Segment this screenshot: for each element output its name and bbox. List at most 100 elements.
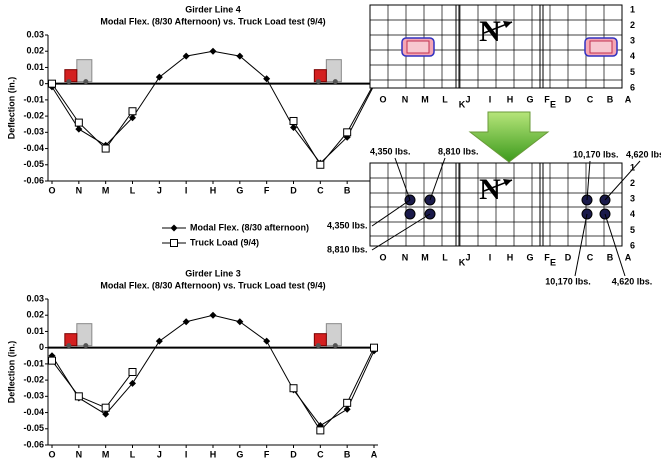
- x-tick-label: L: [130, 185, 136, 195]
- column-label: H: [507, 94, 514, 104]
- point: [317, 427, 324, 434]
- column-label: M: [421, 252, 429, 262]
- row-label: 3: [630, 194, 635, 204]
- load-point: [405, 209, 415, 219]
- x-tick-label: F: [264, 449, 270, 459]
- row-label: 2: [630, 20, 635, 30]
- point: [290, 385, 297, 392]
- x-tick-label: N: [76, 449, 83, 459]
- point: [75, 119, 82, 126]
- legend-marker: [171, 240, 178, 247]
- point: [210, 48, 217, 55]
- legend-label: Modal Flex. (8/30 afternoon): [190, 222, 309, 232]
- y-tick-label: -0.06: [23, 439, 44, 449]
- point: [344, 129, 351, 136]
- series-line: [52, 51, 374, 163]
- load-label: 4,350 lbs.: [370, 146, 411, 156]
- truck-cab: [65, 334, 77, 346]
- column-label: N: [402, 252, 409, 262]
- x-tick-label: B: [344, 449, 351, 459]
- x-tick-label: O: [48, 449, 55, 459]
- series-line: [52, 348, 374, 431]
- row-label: 6: [630, 82, 635, 92]
- point: [183, 318, 190, 325]
- column-label: G: [526, 94, 533, 104]
- chart-title: Girder Line 4: [185, 4, 241, 14]
- truck-box: [326, 60, 341, 82]
- y-tick-label: 0.01: [26, 326, 44, 336]
- x-tick-label: M: [102, 449, 110, 459]
- x-tick-label: D: [290, 449, 297, 459]
- truck-body: [407, 41, 429, 53]
- point: [156, 338, 163, 345]
- y-tick-label: -0.02: [23, 110, 44, 120]
- x-tick-label: N: [76, 185, 83, 195]
- series-line: [52, 315, 374, 425]
- row-label: 6: [630, 240, 635, 250]
- x-tick-label: C: [317, 185, 324, 195]
- column-label: D: [565, 252, 572, 262]
- truck-wheel: [66, 343, 71, 348]
- row-label: 2: [630, 178, 635, 188]
- x-tick-label: O: [48, 185, 55, 195]
- y-tick-label: -0.03: [23, 127, 44, 137]
- x-tick-label: G: [236, 185, 243, 195]
- figure: Girder Line 4 Modal Flex. (8/30 Afternoon…: [0, 0, 661, 462]
- column-label: E: [550, 99, 556, 109]
- x-tick-label: I: [185, 185, 188, 195]
- point: [75, 126, 82, 133]
- load-label: 4,350 lbs.: [327, 220, 368, 230]
- point: [102, 145, 109, 152]
- x-tick-label: G: [236, 449, 243, 459]
- load-label: 10,170 lbs.: [573, 149, 619, 159]
- legend-label: Truck Load (9/4): [190, 237, 259, 247]
- chart-subtitle: Modal Flex. (8/30 Afternoon) vs. Truck L…: [100, 16, 325, 26]
- load-label: 4,620 lbs.: [626, 149, 661, 159]
- legend-marker: [171, 225, 178, 232]
- y-tick-label: -0.06: [23, 175, 44, 185]
- load-label: 4,620 lbs.: [612, 276, 653, 286]
- column-label: L: [442, 94, 448, 104]
- column-label: O: [379, 252, 386, 262]
- column-label: A: [625, 94, 632, 104]
- truck-wheel: [333, 79, 338, 84]
- truck-box: [77, 324, 92, 346]
- column-label: J: [465, 94, 470, 104]
- column-label: A: [625, 252, 632, 262]
- point: [49, 80, 56, 87]
- point: [371, 344, 378, 351]
- chart-title: Girder Line 3: [185, 268, 241, 278]
- y-axis-label: Deflection (in.): [6, 77, 16, 140]
- column-label: G: [526, 252, 533, 262]
- column-label: H: [507, 252, 514, 262]
- point: [49, 357, 56, 364]
- truck-cab: [65, 70, 77, 82]
- row-label: 5: [630, 67, 635, 77]
- column-label: C: [587, 94, 594, 104]
- y-axis-label: Deflection (in.): [6, 341, 16, 404]
- point: [290, 117, 297, 124]
- y-tick-label: 0.03: [26, 29, 44, 39]
- point: [129, 108, 136, 115]
- truck-box: [326, 324, 341, 346]
- point: [317, 161, 324, 168]
- row-label: 1: [630, 4, 635, 14]
- x-tick-label: L: [130, 449, 136, 459]
- load-label: 8,810 lbs.: [327, 244, 368, 254]
- y-tick-label: -0.02: [23, 374, 44, 384]
- row-label: 4: [630, 209, 635, 219]
- truck-wheel: [83, 343, 88, 348]
- truck-wheel: [316, 343, 321, 348]
- y-tick-label: -0.05: [23, 159, 44, 169]
- y-tick-label: -0.01: [23, 94, 44, 104]
- compass-label: N: [479, 15, 501, 48]
- truck-wheel: [66, 79, 71, 84]
- column-label: I: [489, 94, 492, 104]
- compass-label: N: [479, 173, 501, 206]
- x-tick-label: A: [371, 449, 378, 459]
- column-label: L: [442, 252, 448, 262]
- x-tick-label: H: [210, 449, 217, 459]
- y-tick-label: -0.01: [23, 358, 44, 368]
- row-label: 3: [630, 36, 635, 46]
- column-label: O: [379, 94, 386, 104]
